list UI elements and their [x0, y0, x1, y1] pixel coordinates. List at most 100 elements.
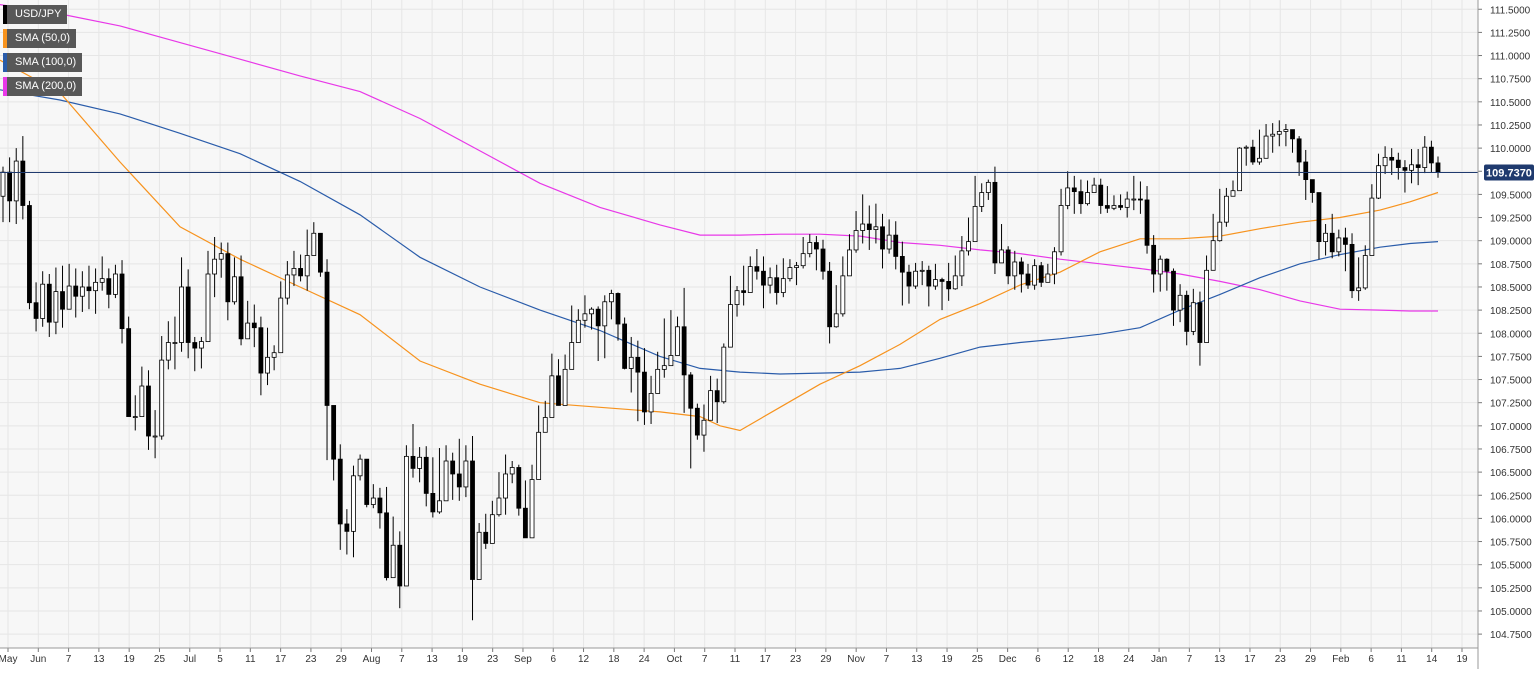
candle-body-down [1290, 129, 1295, 140]
candle [79, 271, 85, 312]
candle [291, 250, 297, 287]
candle [324, 259, 330, 461]
candle [278, 281, 284, 354]
candle-body-down [1329, 232, 1335, 253]
candle-body-up [728, 304, 733, 348]
candle [417, 447, 423, 483]
candle-body-up [165, 342, 171, 361]
candle [159, 336, 165, 440]
legend-item-sma50[interactable]: SMA (50,0) [3, 29, 77, 48]
candle [1012, 250, 1018, 290]
candle-body-up [218, 253, 224, 260]
candle-body-up [747, 266, 753, 293]
candle [1124, 191, 1130, 218]
candle-body-down [1428, 146, 1434, 164]
legend-item-sma200[interactable]: SMA (200,0) [3, 77, 83, 96]
candle-body-down [1250, 146, 1256, 163]
candle-body-up [1085, 192, 1090, 205]
candle [1138, 181, 1143, 214]
candle [1210, 213, 1216, 271]
candle [1369, 184, 1375, 256]
candle-body-down [635, 356, 641, 373]
x-tick-label: 11 [730, 654, 741, 665]
candle-body-down [516, 467, 522, 509]
candle-body-down [1316, 192, 1322, 243]
candle [913, 262, 918, 289]
x-tick-label: 19 [124, 654, 136, 665]
legend-item-usdjpy[interactable]: USD/JPY [3, 5, 68, 24]
candle [827, 261, 833, 344]
x-tick-label: 17 [760, 654, 772, 665]
candle-body-up [463, 460, 469, 488]
x-tick-label: 12 [578, 654, 590, 665]
candle [20, 136, 26, 220]
y-tick-label: 106.2500 [1490, 491, 1532, 502]
candle [1356, 257, 1362, 301]
y-tick-label: 106.0000 [1490, 514, 1532, 525]
candle [284, 261, 290, 305]
candle [106, 268, 112, 309]
candle-body-down [331, 405, 337, 460]
candle [1362, 245, 1368, 290]
candle-body-up [1091, 184, 1097, 193]
candle [529, 464, 535, 539]
candle-body-down [1098, 184, 1104, 206]
candle [1190, 288, 1196, 336]
candle [1270, 123, 1276, 153]
candle-body-up [919, 269, 925, 272]
candle [635, 340, 641, 422]
candle [384, 486, 389, 581]
candle [86, 265, 92, 310]
x-tick-label: Sep [514, 654, 532, 665]
candle-body-up [390, 544, 396, 579]
candle-body-up [403, 455, 409, 587]
x-tick-label: 29 [336, 654, 348, 665]
candle [1025, 263, 1031, 289]
x-axis: May Jun 7 13 19 25 Jul 5 11 17 23 29 Aug 7 13 19 23 Sep 6 1… [0, 647, 1478, 665]
candle [780, 258, 786, 298]
candle [906, 264, 912, 304]
x-tick-label: 24 [1123, 654, 1135, 665]
candle [1151, 235, 1157, 293]
candle [549, 353, 555, 418]
candle [688, 372, 694, 469]
x-tick-label: 25 [154, 654, 166, 665]
candle [1032, 259, 1038, 290]
candle [1164, 258, 1170, 291]
candle-body-down [73, 285, 79, 297]
candle [1223, 187, 1229, 227]
candle [847, 234, 852, 277]
candle [979, 183, 985, 212]
candle-body-up [860, 223, 866, 231]
candle-body-up [1362, 255, 1368, 289]
candle-body-up [291, 268, 297, 276]
candle [1336, 229, 1342, 257]
candle [589, 307, 594, 330]
candle [509, 461, 515, 484]
candle-body-up [1270, 133, 1276, 137]
axis-background [1478, 0, 1536, 669]
candle-body-up [79, 286, 85, 297]
candle [1428, 140, 1434, 173]
candle-body-up [952, 275, 958, 290]
y-tick-label: 110.7500 [1490, 75, 1531, 86]
candle [60, 265, 65, 328]
candle [337, 444, 343, 550]
candle-body-down [754, 266, 760, 272]
x-tick-label: 23 [1275, 654, 1287, 665]
candle [331, 405, 337, 481]
candle [794, 261, 799, 286]
candle [357, 454, 363, 481]
candle-body-down [1005, 249, 1011, 277]
y-tick-label: 111.5000 [1490, 5, 1531, 16]
legend-item-sma100[interactable]: SMA (100,0) [3, 53, 83, 72]
candle [152, 410, 158, 459]
candle-body-down [377, 497, 383, 514]
candle [344, 509, 350, 555]
plot-background [0, 0, 1478, 648]
candle-body-down [364, 458, 370, 505]
y-tick-label: 108.2500 [1490, 306, 1532, 317]
candle [1343, 227, 1348, 272]
candle [1085, 180, 1090, 206]
candle [53, 267, 59, 335]
